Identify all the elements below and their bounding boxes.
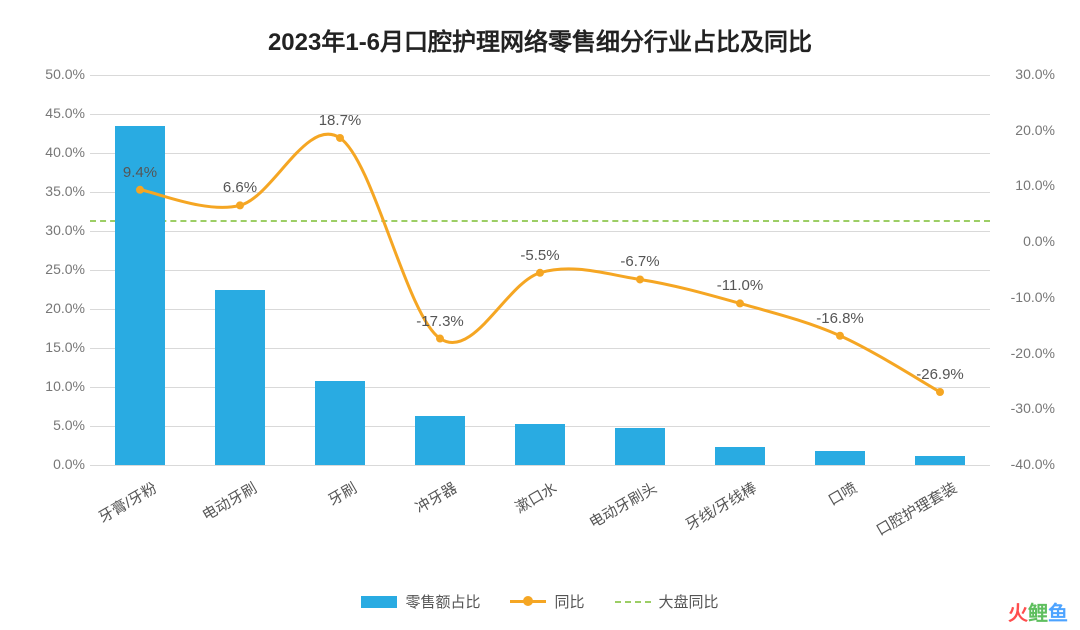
watermark-char-3: 鱼 xyxy=(1048,603,1068,625)
y-right-tick: -10.0% xyxy=(995,289,1055,305)
x-category-label: 口腔护理套装 xyxy=(846,477,960,555)
y-left-tick: 35.0% xyxy=(30,183,85,199)
legend-bar-swatch xyxy=(361,596,397,608)
line-marker xyxy=(936,388,944,396)
legend-line-label: 同比 xyxy=(554,591,584,612)
plot-area: 9.4% 6.6% 18.7% -17.3% -5.5% -6.7% -11.0% -16.8… xyxy=(90,75,990,465)
y-left-tick: 40.0% xyxy=(30,144,85,160)
line-data-label: -26.9% xyxy=(910,366,970,383)
legend-item-bar: 零售额占比 xyxy=(361,591,480,612)
y-right-tick: -20.0% xyxy=(995,345,1055,361)
x-category-label: 牙线/牙线棒 xyxy=(646,477,760,555)
x-category-label: 冲牙器 xyxy=(346,477,460,555)
watermark-char-2: 鲤 xyxy=(1028,603,1048,625)
legend-dash-label: 大盘同比 xyxy=(659,591,719,612)
line-data-label: 9.4% xyxy=(110,164,170,181)
legend-bar-label: 零售额占比 xyxy=(405,591,480,612)
line-marker xyxy=(736,299,744,307)
y-left-tick: 5.0% xyxy=(30,417,85,433)
line-data-label: -5.5% xyxy=(510,247,570,264)
y-right-tick: 30.0% xyxy=(995,66,1055,82)
legend-item-dash: 大盘同比 xyxy=(615,591,719,612)
line-data-label: -17.3% xyxy=(410,313,470,330)
line-marker xyxy=(636,275,644,283)
watermark-char-1: 火 xyxy=(1008,603,1028,625)
legend-item-line: 同比 xyxy=(510,591,584,612)
line-marker xyxy=(336,134,344,142)
y-left-tick: 30.0% xyxy=(30,222,85,238)
x-category-label: 牙膏/牙粉 xyxy=(46,477,160,555)
line-marker xyxy=(836,332,844,340)
line-data-label: 6.6% xyxy=(210,179,270,196)
x-category-label: 牙刷 xyxy=(246,477,360,555)
y-left-tick: 45.0% xyxy=(30,105,85,121)
x-category-label: 口喷 xyxy=(746,477,860,555)
legend-dash-swatch xyxy=(615,601,651,603)
y-right-tick: 0.0% xyxy=(995,233,1055,249)
chart-container: 2023年1-6月口腔护理网络零售细分行业占比及同比 9.4% 6.6% 18.7%… xyxy=(0,0,1080,630)
y-left-tick: 50.0% xyxy=(30,66,85,82)
y-right-tick: 10.0% xyxy=(995,177,1055,193)
y-left-tick: 10.0% xyxy=(30,378,85,394)
line-data-label: -11.0% xyxy=(710,277,770,294)
y-left-tick: 15.0% xyxy=(30,339,85,355)
y-left-tick: 20.0% xyxy=(30,300,85,316)
line-data-label: -16.8% xyxy=(810,310,870,327)
line-marker xyxy=(236,201,244,209)
y-left-tick: 0.0% xyxy=(30,456,85,472)
y-right-tick: 20.0% xyxy=(995,122,1055,138)
x-category-label: 电动牙刷头 xyxy=(546,477,660,555)
legend-line-swatch xyxy=(510,600,546,603)
x-category-label: 电动牙刷 xyxy=(146,477,260,555)
x-category-label: 漱口水 xyxy=(446,477,560,555)
watermark: 火鲤鱼 xyxy=(1008,597,1068,626)
chart-title: 2023年1-6月口腔护理网络零售细分行业占比及同比 xyxy=(0,22,1080,57)
line-marker xyxy=(436,335,444,343)
legend: 零售额占比 同比 大盘同比 xyxy=(0,591,1080,612)
line-marker xyxy=(536,269,544,277)
line-marker xyxy=(136,186,144,194)
line-series-svg xyxy=(90,75,990,465)
y-right-tick: -40.0% xyxy=(995,456,1055,472)
line-data-label: 18.7% xyxy=(310,112,370,129)
y-right-tick: -30.0% xyxy=(995,400,1055,416)
line-data-label: -6.7% xyxy=(610,253,670,270)
y-left-tick: 25.0% xyxy=(30,261,85,277)
